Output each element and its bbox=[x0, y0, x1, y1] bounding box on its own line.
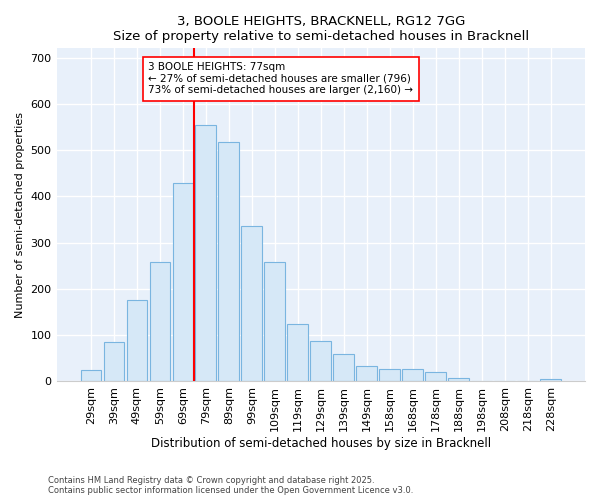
X-axis label: Distribution of semi-detached houses by size in Bracknell: Distribution of semi-detached houses by … bbox=[151, 437, 491, 450]
Bar bbox=[287, 324, 308, 382]
Text: 3 BOOLE HEIGHTS: 77sqm
← 27% of semi-detached houses are smaller (796)
73% of se: 3 BOOLE HEIGHTS: 77sqm ← 27% of semi-det… bbox=[148, 62, 413, 96]
Bar bbox=[173, 182, 193, 382]
Bar bbox=[80, 370, 101, 382]
Bar bbox=[403, 369, 423, 382]
Bar bbox=[265, 262, 285, 382]
Bar bbox=[334, 354, 354, 382]
Y-axis label: Number of semi-detached properties: Number of semi-detached properties bbox=[15, 112, 25, 318]
Bar bbox=[218, 142, 239, 382]
Bar bbox=[104, 342, 124, 382]
Bar bbox=[241, 226, 262, 382]
Bar bbox=[310, 340, 331, 382]
Bar bbox=[196, 124, 216, 382]
Bar bbox=[425, 372, 446, 382]
Bar bbox=[356, 366, 377, 382]
Bar bbox=[127, 300, 147, 382]
Bar bbox=[379, 369, 400, 382]
Bar bbox=[540, 379, 561, 382]
Text: Contains HM Land Registry data © Crown copyright and database right 2025.
Contai: Contains HM Land Registry data © Crown c… bbox=[48, 476, 413, 495]
Title: 3, BOOLE HEIGHTS, BRACKNELL, RG12 7GG
Size of property relative to semi-detached: 3, BOOLE HEIGHTS, BRACKNELL, RG12 7GG Si… bbox=[113, 15, 529, 43]
Bar bbox=[448, 378, 469, 382]
Bar bbox=[149, 262, 170, 382]
